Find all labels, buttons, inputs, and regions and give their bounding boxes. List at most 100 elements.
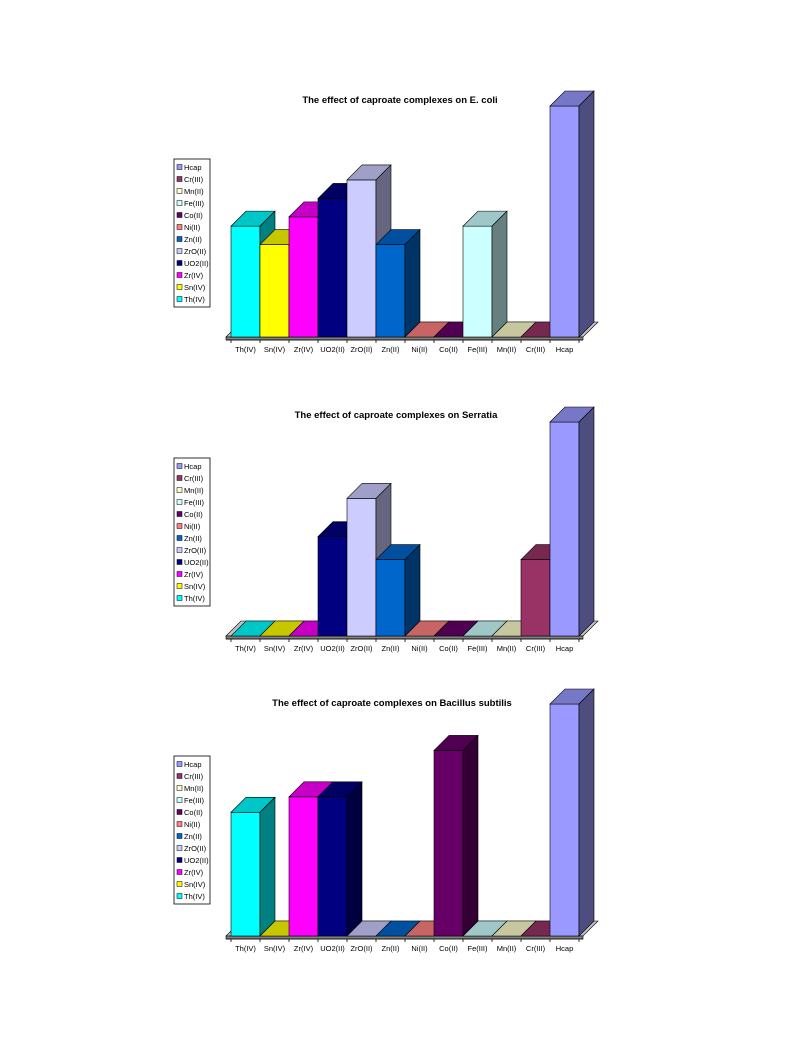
x-tick-label: Cr(III) — [526, 644, 546, 653]
bar-side — [578, 688, 595, 937]
x-tick-label: Co(II) — [439, 944, 458, 953]
x-tick-label: Mn(II) — [497, 644, 517, 653]
legend-label: Ni(II) — [184, 223, 201, 232]
legend-swatch — [176, 511, 183, 517]
legend-label: Zn(II) — [184, 832, 202, 841]
chart-bacillus: The effect of caproate complexes on Baci… — [173, 688, 599, 953]
legend-swatch — [176, 761, 183, 767]
legend-item-ni-ii: Ni(II) — [176, 522, 201, 531]
legend-swatch — [176, 523, 183, 529]
bar-front — [317, 198, 348, 338]
chart-serratia: The effect of caproate complexes on Serr… — [173, 406, 599, 653]
legend-label: UO2(II) — [184, 856, 209, 865]
legend-label: Zr(IV) — [184, 570, 204, 579]
legend-label: Co(II) — [184, 211, 203, 220]
bar-zn-ii — [375, 228, 421, 338]
x-tick-label: Zn(II) — [382, 944, 400, 953]
legend-item-zro-ii: ZrO(II) — [176, 546, 207, 555]
x-tick-label: Th(IV) — [235, 944, 256, 953]
legend-swatch — [176, 881, 183, 887]
legend-swatch — [176, 571, 183, 577]
legend-item-fe-iii: Fe(III) — [176, 199, 205, 208]
x-tick-label: Hcap — [556, 944, 574, 953]
legend-label: Mn(II) — [184, 486, 204, 495]
bar-front — [462, 225, 493, 338]
legend-item-zro-ii: ZrO(II) — [176, 247, 207, 256]
legend-label: Zr(IV) — [184, 271, 204, 280]
legend-label: Cr(III) — [184, 175, 204, 184]
legend: Hcap Cr(III) Mn(II) Fe(III) Co(II) Ni(II) Zn(I… — [173, 158, 211, 308]
legend-label: Th(IV) — [184, 892, 205, 901]
legend-item-zro-ii: ZrO(II) — [176, 844, 207, 853]
legend-label: Ni(II) — [184, 522, 201, 531]
legend-item-fe-iii: Fe(III) — [176, 498, 205, 507]
legend-label: ZrO(II) — [184, 844, 207, 853]
x-tick-label: Hcap — [556, 644, 574, 653]
legend-swatch — [176, 176, 183, 182]
legend-label: Sn(IV) — [184, 880, 206, 889]
legend-item-zr-iv: Zr(IV) — [176, 868, 204, 877]
legend-item-cr-iii: Cr(III) — [176, 175, 204, 184]
bar-side — [491, 210, 508, 338]
legend-swatch — [176, 212, 183, 218]
x-tick-label: Mn(II) — [497, 345, 517, 354]
x-tick-label: Co(II) — [439, 644, 458, 653]
legend-label: Hcap — [184, 163, 202, 172]
bar-front — [317, 536, 348, 637]
bar-front — [375, 559, 406, 637]
legend-item-th-iv: Th(IV) — [176, 892, 205, 901]
legend-label: Zr(IV) — [184, 868, 204, 877]
bar-th-iv — [230, 796, 276, 937]
x-tick-label: Zr(IV) — [294, 644, 314, 653]
legend-label: Hcap — [184, 462, 202, 471]
bar-side — [346, 781, 363, 937]
bar-front — [288, 796, 319, 937]
bar-front — [346, 179, 377, 338]
legend-swatch — [176, 188, 183, 194]
legend-item-zr-iv: Zr(IV) — [176, 271, 204, 280]
legend-swatch — [176, 821, 183, 827]
legend-item-ni-ii: Ni(II) — [176, 820, 201, 829]
legend-item-sn-iv: Sn(IV) — [176, 582, 206, 591]
bar-front — [549, 703, 580, 937]
bar-hcap — [549, 406, 595, 637]
bar-front — [433, 750, 464, 937]
bar-hcap — [549, 90, 595, 338]
legend-swatch — [176, 869, 183, 875]
legend-item-mn-ii: Mn(II) — [176, 486, 204, 495]
legend-item-uo2-ii: UO2(II) — [176, 558, 209, 567]
legend-swatch — [176, 284, 183, 290]
legend-label: Fe(III) — [184, 199, 205, 208]
legend-label: Cr(III) — [184, 772, 204, 781]
legend-item-uo2-ii: UO2(II) — [176, 259, 209, 268]
legend-item-sn-iv: Sn(IV) — [176, 880, 206, 889]
chart-title: The effect of caproate complexes on Baci… — [272, 698, 512, 709]
bar-hcap — [549, 688, 595, 937]
legend-swatch — [176, 595, 183, 601]
x-tick-label: Fe(III) — [468, 644, 489, 653]
legend-box — [173, 158, 211, 308]
legend-swatch — [176, 236, 183, 242]
x-tick-label: Cr(III) — [526, 345, 546, 354]
legend-item-ni-ii: Ni(II) — [176, 223, 201, 232]
legend-swatch — [176, 857, 183, 863]
legend-item-sn-iv: Sn(IV) — [176, 283, 206, 292]
x-tick-label: ZrO(II) — [350, 644, 373, 653]
bar-side — [404, 543, 421, 637]
legend-label: Zn(II) — [184, 235, 202, 244]
x-tick-label: Sn(IV) — [264, 644, 286, 653]
bar-front — [520, 559, 551, 637]
legend-item-zr-iv: Zr(IV) — [176, 570, 204, 579]
x-tick-label: Ni(II) — [411, 345, 428, 354]
legend-label: Fe(III) — [184, 796, 205, 805]
legend-item-mn-ii: Mn(II) — [176, 187, 204, 196]
legend-swatch — [176, 547, 183, 553]
x-tick-label: ZrO(II) — [350, 345, 373, 354]
legend-swatch — [176, 559, 183, 565]
x-tick-label: Hcap — [556, 345, 574, 354]
legend-item-fe-iii: Fe(III) — [176, 796, 205, 805]
x-tick-label: Ni(II) — [411, 944, 428, 953]
legend-swatch — [176, 200, 183, 206]
chart-panel-ecoli: The effect of caproate complexes on E. c… — [0, 85, 793, 385]
legend-swatch — [176, 487, 183, 493]
